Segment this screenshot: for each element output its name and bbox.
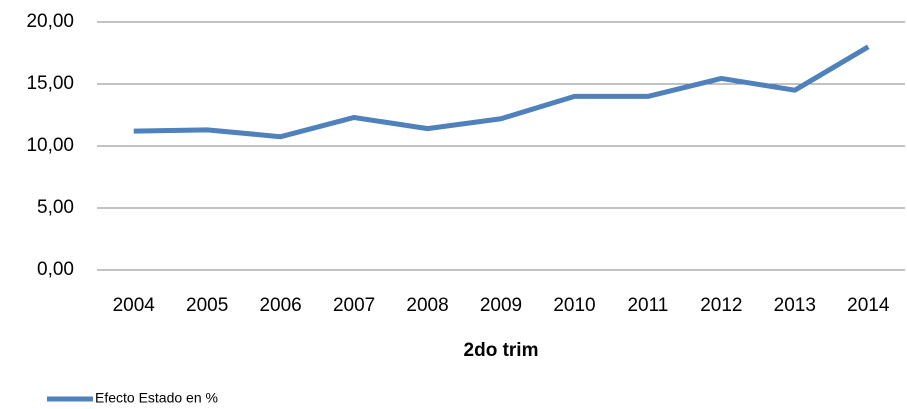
y-tick-label: 5,00 (37, 197, 74, 218)
y-tick-label: 15,00 (26, 73, 74, 94)
y-tick-label: 20,00 (26, 11, 74, 32)
legend-label: Efecto Estado en % (95, 390, 218, 406)
x-tick-label: 2014 (847, 295, 890, 316)
data-line (133, 44, 870, 140)
x-tick-label: 2007 (333, 295, 375, 316)
x-tick-label: 2005 (186, 295, 228, 316)
x-tick-label: 2004 (113, 295, 156, 316)
x-tick-label: 2012 (700, 295, 742, 316)
x-tick-label: 2008 (406, 295, 448, 316)
x-tick-label: 2006 (259, 295, 301, 316)
x-axis-title: 2do trim (464, 340, 539, 361)
x-tick-label: 2009 (480, 295, 522, 316)
y-tick-label: 10,00 (26, 135, 74, 156)
y-tick-label: 0,00 (37, 259, 74, 280)
x-tick-label: 2011 (627, 295, 668, 316)
x-tick-label: 2010 (553, 295, 595, 316)
x-tick-label: 2013 (774, 295, 816, 316)
